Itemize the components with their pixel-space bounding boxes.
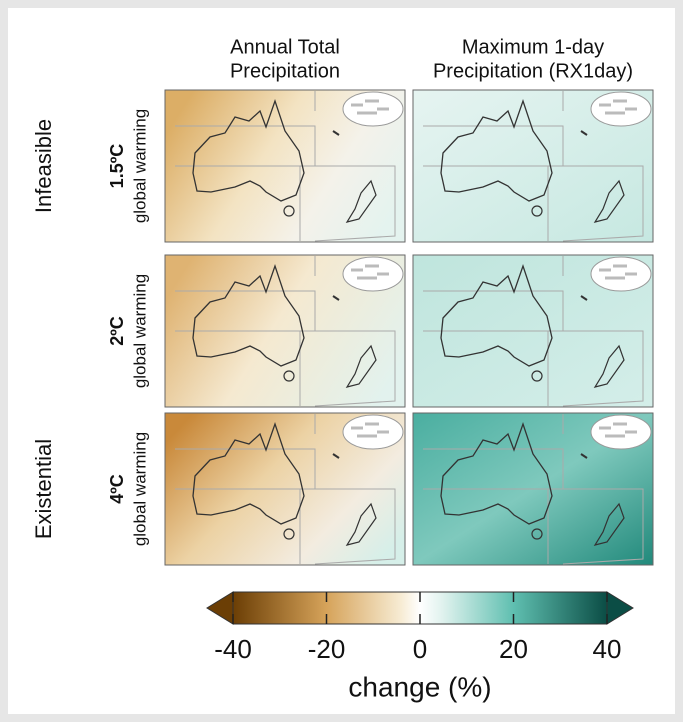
colorbar-tick-label: -40 xyxy=(214,634,252,664)
column-title: Maximum 1-day xyxy=(462,36,604,58)
colorbar-max-arrow xyxy=(606,591,634,625)
column-title: Precipitation xyxy=(230,60,340,82)
column-title: Annual Total xyxy=(230,36,340,58)
colorbar-tick-label: 40 xyxy=(593,634,622,664)
map-grid xyxy=(164,89,654,566)
colorbar-tick-label: 20 xyxy=(499,634,528,664)
colorbar-tick-label: -20 xyxy=(308,634,346,664)
warming-level: 1.5ºC xyxy=(107,144,127,189)
colorbar-label: change (%) xyxy=(348,671,491,702)
row-label: global warming xyxy=(130,432,149,546)
column-title: Precipitation (RX1day) xyxy=(433,60,633,82)
warming-level: 2ºC xyxy=(107,316,127,346)
warming-level: 4ºC xyxy=(107,474,127,504)
scenario-label: Existential xyxy=(31,439,56,539)
row-label: global warming xyxy=(130,109,149,223)
row-label: global warming xyxy=(130,274,149,388)
scenario-label: Infeasible xyxy=(31,119,56,213)
colorbar-min-arrow xyxy=(206,591,234,625)
colorbar-tick-label: 0 xyxy=(413,634,427,664)
